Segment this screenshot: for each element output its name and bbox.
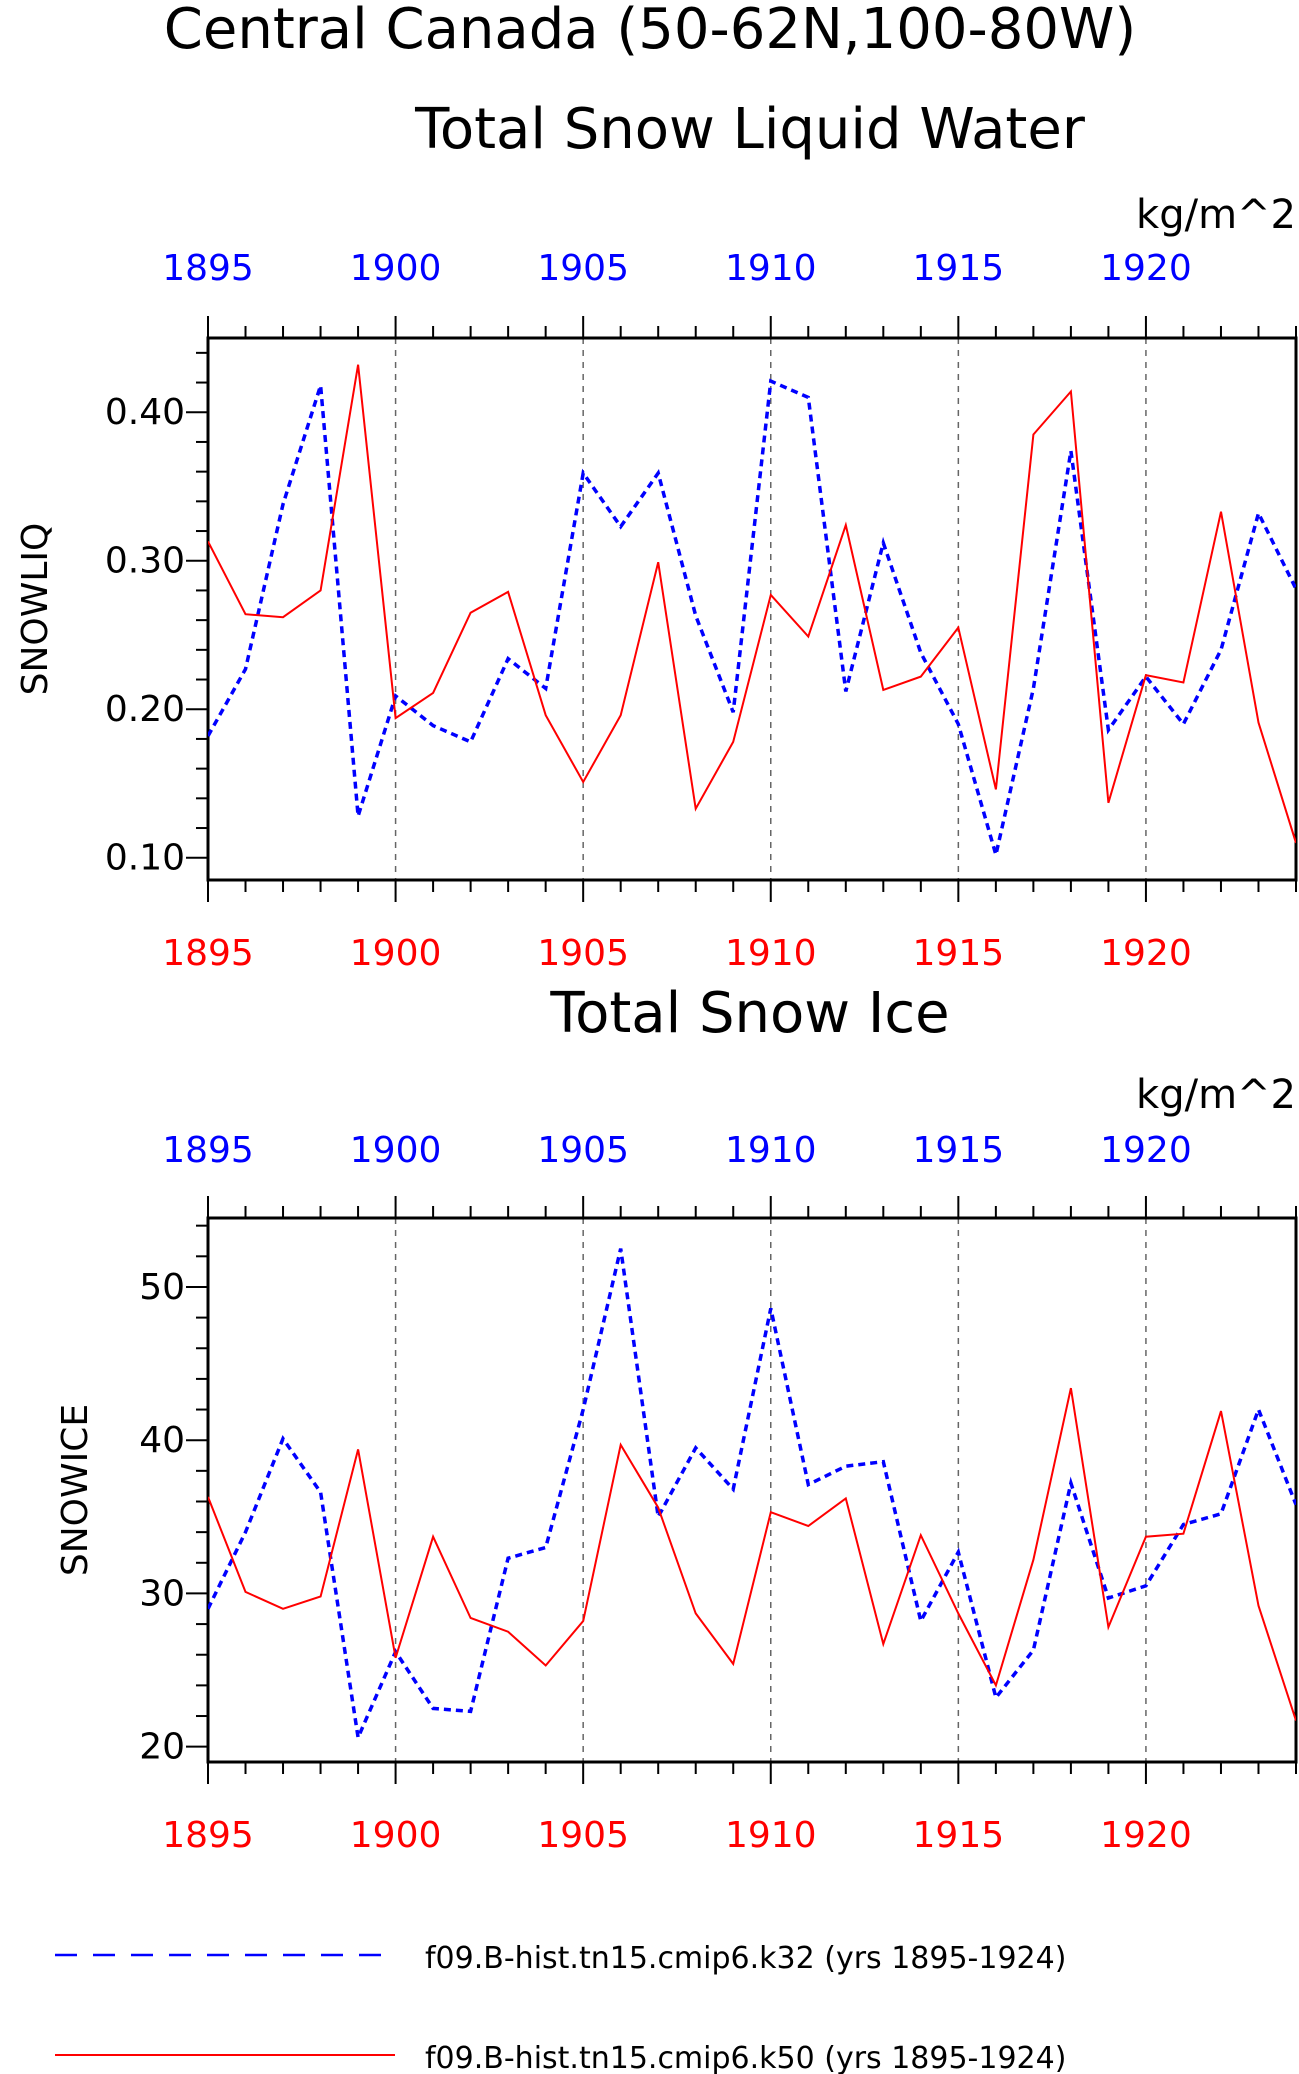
snowliq-panel: Total Snow Liquid Water kg/m^2 1895 1895 190… <box>15 97 1296 974</box>
series-k32-line <box>208 1249 1296 1738</box>
x-tick-label-bottom: 1920 <box>1100 1815 1192 1856</box>
y-tick-label: 0.30 <box>105 541 185 582</box>
x-tick-label-top: 1910 <box>725 1130 817 1171</box>
y-axis-label: SNOWLIQ <box>15 523 56 696</box>
figure-title: Central Canada (50-62N,100-80W) <box>164 0 1136 62</box>
x-tick-label-bottom: 1910 <box>725 933 817 974</box>
x-tick-label-bottom: 1900 <box>350 933 442 974</box>
y-tick-label: 20 <box>139 1727 185 1768</box>
x-tick-label-bottom: 1905 <box>537 1815 629 1856</box>
x-tick-label-bottom: 1915 <box>913 933 1005 974</box>
legend-k32-label: f09.B-hist.tn15.cmip6.k32 (yrs 1895-1924… <box>425 1941 1066 1976</box>
y-tick-label: 0.20 <box>105 689 185 730</box>
snowice-panel: Total Snow Ice kg/m^2 1895 1895 1900 1900 1905… <box>55 981 1296 1856</box>
series-k32-line <box>208 381 1296 855</box>
x-tick-label-top: 1895 <box>162 248 254 289</box>
plot-frame <box>208 338 1296 880</box>
y-tick-label: 40 <box>139 1420 185 1461</box>
x-tick-label-top: 1915 <box>913 1130 1005 1171</box>
units-label: kg/m^2 <box>1136 1072 1296 1118</box>
legend: f09.B-hist.tn15.cmip6.k32 (yrs 1895-1924… <box>55 1941 1066 2074</box>
units-label: kg/m^2 <box>1136 192 1296 238</box>
series-k50-line <box>208 1388 1296 1721</box>
x-tick-label-bottom: 1895 <box>162 933 254 974</box>
x-tick-label-bottom: 1900 <box>350 1815 442 1856</box>
x-tick-label-top: 1915 <box>913 248 1005 289</box>
y-tick-label: 0.40 <box>105 392 185 433</box>
y-tick-label: 50 <box>139 1267 185 1308</box>
y-axis-label: SNOWICE <box>55 1404 96 1576</box>
x-tick-label-top: 1910 <box>725 248 817 289</box>
x-tick-label-top: 1920 <box>1100 248 1192 289</box>
x-tick-label-bottom: 1915 <box>913 1815 1005 1856</box>
legend-k50-label: f09.B-hist.tn15.cmip6.k50 (yrs 1895-1924… <box>425 2041 1066 2074</box>
x-tick-label-bottom: 1920 <box>1100 933 1192 974</box>
x-tick-label-top: 1905 <box>537 1130 629 1171</box>
x-tick-label-bottom: 1895 <box>162 1815 254 1856</box>
y-tick-label: 30 <box>139 1573 185 1614</box>
series-k50-line <box>208 365 1296 843</box>
y-tick-label: 0.10 <box>105 838 185 879</box>
x-tick-label-top: 1900 <box>350 1130 442 1171</box>
x-tick-label-top: 1900 <box>350 248 442 289</box>
x-tick-label-bottom: 1905 <box>537 933 629 974</box>
x-tick-label-bottom: 1910 <box>725 1815 817 1856</box>
panel-title: Total Snow Ice <box>549 981 949 1046</box>
x-tick-label-top: 1895 <box>162 1130 254 1171</box>
plot-frame <box>208 1218 1296 1762</box>
figure-canvas: Central Canada (50-62N,100-80W) Total Sn… <box>0 0 1299 2074</box>
x-tick-label-top: 1905 <box>537 248 629 289</box>
x-tick-label-top: 1920 <box>1100 1130 1192 1171</box>
panel-title: Total Snow Liquid Water <box>414 97 1086 162</box>
